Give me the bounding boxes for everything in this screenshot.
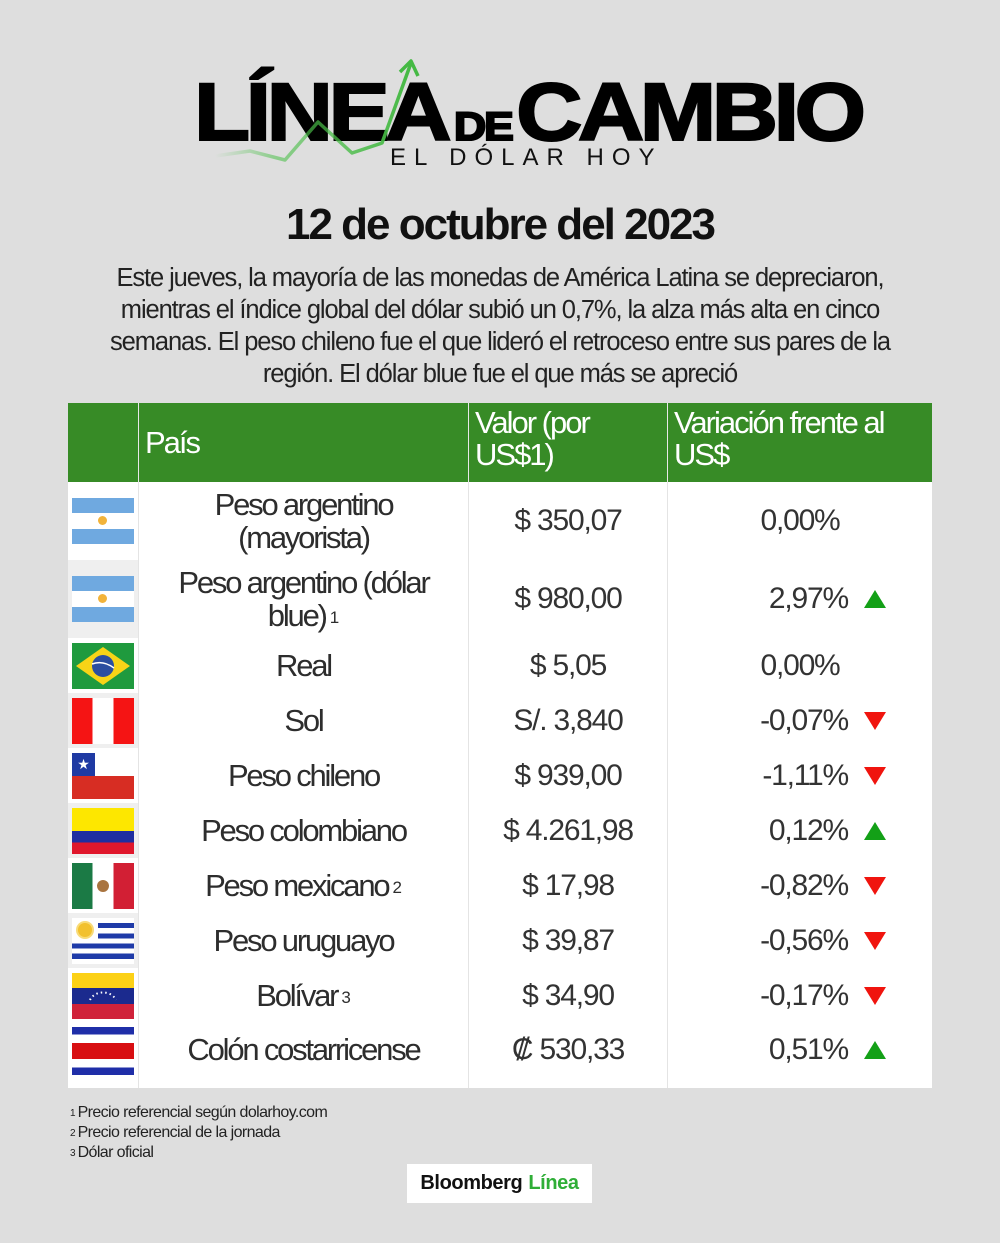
table-row: Peso colombiano $ 4.261,98 0,12% xyxy=(68,803,932,858)
currency-value: $ 39,87 xyxy=(469,913,668,968)
currency-value: ₡ 530,33 xyxy=(469,1023,668,1088)
bloomberg-linea-logo: Bloomberg Línea xyxy=(407,1164,592,1203)
variation-value: -0,17% xyxy=(760,978,849,1012)
line-de-cambio-logo: LÍNEA DECAMBIO EL DÓLAR HOY xyxy=(0,40,1000,180)
header-value: Valor (por US$1) xyxy=(469,403,668,482)
table-row: ★ Peso chileno $ 939,00 -1,11% xyxy=(68,748,932,803)
costa-rica-flag-icon xyxy=(72,1027,134,1075)
logo-subtitle: EL DÓLAR HOY xyxy=(390,144,663,171)
footnote-text: Precio referencial de la jornada xyxy=(77,1124,281,1141)
peru-flag-icon xyxy=(72,697,134,744)
down-arrow-icon xyxy=(864,876,886,895)
currency-value: $ 5,05 xyxy=(469,638,668,693)
up-arrow-icon xyxy=(864,1040,886,1059)
currency-value: $ 34,90 xyxy=(469,968,668,1023)
arrow-line-icon xyxy=(214,59,420,162)
argentina-flag-icon xyxy=(72,576,134,622)
variation-value: -0,56% xyxy=(760,923,849,957)
table-row: Colón costarricense ₡ 530,33 0,51% xyxy=(68,1023,932,1088)
down-arrow-icon xyxy=(864,711,886,730)
variation-value: -0,07% xyxy=(760,703,849,737)
table-row: Bolívar 3 $ 34,90 -0,17% xyxy=(68,968,932,1023)
table-header: País Valor (por US$1) Variación frente a… xyxy=(68,403,932,482)
mexico-flag-icon xyxy=(72,862,134,909)
exchange-rate-table: País Valor (por US$1) Variación frente a… xyxy=(68,403,932,1088)
variation-value: 0,00% xyxy=(760,648,840,682)
logo-title: LÍNEA DECAMBIO xyxy=(193,71,867,155)
down-arrow-icon xyxy=(864,766,886,785)
venezuela-flag-icon xyxy=(72,972,134,1019)
currency-value: $ 939,00 xyxy=(469,748,668,803)
currency-value: S/. 3,840 xyxy=(469,693,668,748)
currency-value: $ 4.261,98 xyxy=(469,803,668,858)
footnote-mark: 3 xyxy=(70,1148,76,1159)
footnote-mark: 1 xyxy=(70,1108,76,1119)
chile-flag-icon: ★ xyxy=(72,752,134,799)
footnote-text: Precio referencial según dolarhoy.com xyxy=(77,1104,328,1121)
down-arrow-icon xyxy=(864,931,886,950)
currency-name: Bolívar xyxy=(256,978,339,1013)
currency-name: Peso chileno xyxy=(139,748,469,803)
brazil-flag-icon xyxy=(72,642,134,689)
page-title: 12 de octubre del 2023 xyxy=(286,200,716,249)
footnote-item: 1 Precio referencial según dolarhoy.com xyxy=(70,1103,328,1123)
footnote-text: Dólar oficial xyxy=(77,1144,154,1161)
currency-value: $ 17,98 xyxy=(469,858,668,913)
currency-name: Sol xyxy=(139,693,469,748)
colombia-flag-icon xyxy=(72,807,134,854)
footnote-marker: 2 xyxy=(392,878,402,897)
footnote-item: 3 Dólar oficial xyxy=(70,1143,327,1163)
variation-value: -1,11% xyxy=(762,758,849,792)
header-variation: Variación frente al US$ xyxy=(674,405,886,472)
currency-name: Peso colombiano xyxy=(139,803,469,858)
footnote-marker: 1 xyxy=(329,608,340,627)
header-country: País xyxy=(139,403,469,482)
table-row: Real $ 5,05 0,00% xyxy=(68,638,932,693)
footnote-item: 2 Precio referencial de la jornada xyxy=(70,1123,327,1143)
currency-value: $ 350,07 xyxy=(469,482,668,560)
brand-bloomberg: Bloomberg xyxy=(420,1172,523,1194)
uruguay-flag-icon xyxy=(72,917,134,964)
variation-value: 0,12% xyxy=(768,813,849,847)
logo-word-de: DE xyxy=(453,105,515,149)
brand-linea: Línea xyxy=(528,1172,579,1194)
variation-value: 2,97% xyxy=(768,582,849,615)
up-arrow-icon xyxy=(864,590,886,608)
footnote-marker: 3 xyxy=(341,988,351,1007)
currency-name: Peso uruguayo xyxy=(139,913,469,968)
table-row: Sol S/. 3,840 -0,07% xyxy=(68,693,932,748)
header-flag-column xyxy=(68,403,139,482)
currency-name: Real xyxy=(139,638,469,693)
currency-name: Colón costarricense xyxy=(139,1023,469,1088)
currency-name: Peso mexicano xyxy=(205,868,391,903)
variation-value: 0,51% xyxy=(768,1032,849,1066)
currency-name: Peso argentino (dólar blue) xyxy=(178,565,430,633)
variation-value: 0,00% xyxy=(760,504,840,537)
table-row: Peso argentino (dólar blue) 1 $ 980,00 2,… xyxy=(68,560,932,638)
table-row: Peso mexicano 2 $ 17,98 -0,82% xyxy=(68,858,932,913)
footnote-mark: 2 xyxy=(70,1128,76,1139)
currency-name: Peso argentino (mayorista) xyxy=(214,487,395,555)
variation-value: -0,82% xyxy=(760,868,849,902)
argentina-flag-icon xyxy=(72,498,134,544)
down-arrow-icon xyxy=(864,986,886,1005)
footnotes: 1 Precio referencial según dolarhoy.com 2… xyxy=(70,1103,328,1163)
logo-word-cambio: CAMBIO xyxy=(515,67,867,158)
currency-value: $ 980,00 xyxy=(469,560,668,638)
summary-text: Este jueves, la mayoría de las monedas d… xyxy=(110,264,891,388)
table-row: Peso argentino (mayorista) $ 350,07 0,00… xyxy=(68,482,932,560)
table-row: Peso uruguayo $ 39,87 -0,56% xyxy=(68,913,932,968)
up-arrow-icon xyxy=(864,821,886,840)
logo-word-linea: LÍNEA xyxy=(193,67,453,158)
